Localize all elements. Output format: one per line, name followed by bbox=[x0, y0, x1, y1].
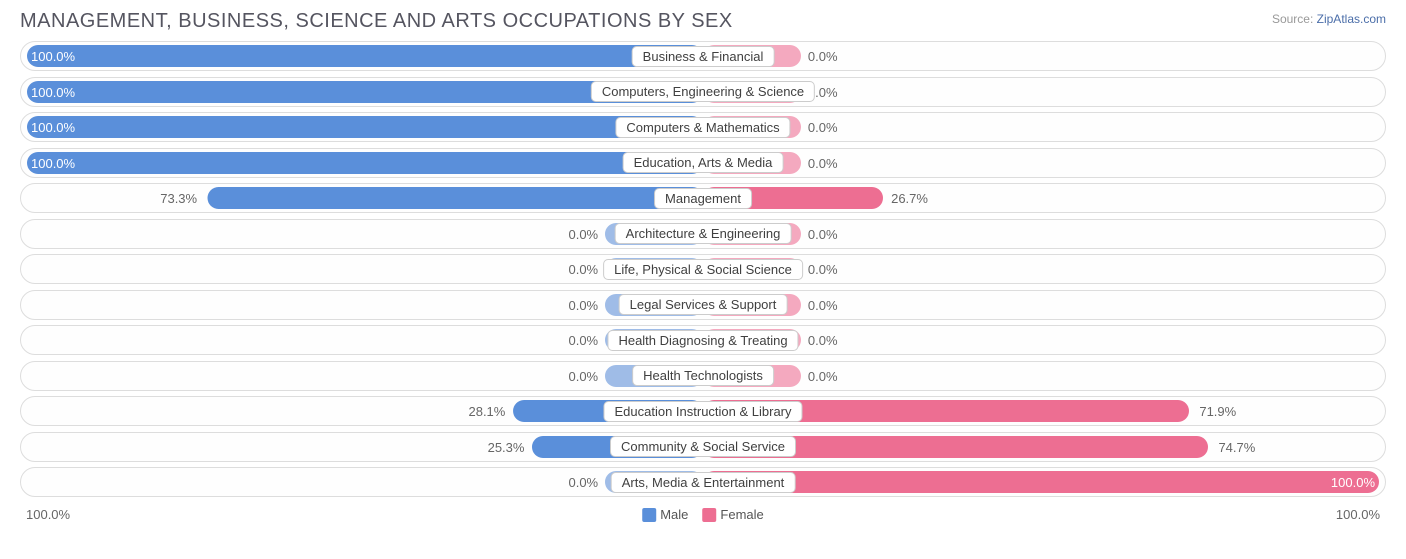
category-label-wrap: Education, Arts & Media bbox=[623, 152, 784, 174]
category-label-wrap: Education Instruction & Library bbox=[603, 400, 802, 422]
male-bar bbox=[27, 152, 703, 174]
data-row: 28.1% 71.9% Education Instruction & Librar… bbox=[20, 396, 1386, 426]
category-label-wrap: Computers & Mathematics bbox=[615, 116, 790, 138]
category-label-wrap: Computers, Engineering & Science bbox=[591, 81, 815, 103]
category-label-wrap: Life, Physical & Social Science bbox=[603, 258, 803, 280]
male-pct-label: 28.1% bbox=[468, 397, 505, 426]
category-label: Education, Arts & Media bbox=[623, 152, 784, 173]
category-label: Health Diagnosing & Treating bbox=[607, 330, 798, 351]
male-bar bbox=[208, 187, 704, 209]
category-label: Business & Financial bbox=[632, 46, 775, 67]
chart-header: MANAGEMENT, BUSINESS, SCIENCE AND ARTS O… bbox=[16, 10, 1390, 41]
source-link[interactable]: ZipAtlas.com bbox=[1317, 12, 1386, 26]
data-row: 73.3% 26.7% Management bbox=[20, 183, 1386, 213]
category-label: Legal Services & Support bbox=[619, 294, 788, 315]
category-label: Life, Physical & Social Science bbox=[603, 259, 803, 280]
male-pct-label: 73.3% bbox=[160, 184, 197, 213]
female-pct-label: 74.7% bbox=[1218, 433, 1255, 462]
legend-item: Male bbox=[642, 507, 688, 523]
male-bar bbox=[27, 45, 703, 67]
female-pct-label: 100.0% bbox=[1331, 468, 1375, 497]
data-row: 0.0% 0.0% Architecture & Engineering bbox=[20, 219, 1386, 249]
category-label-wrap: Business & Financial bbox=[632, 45, 775, 67]
source-prefix: Source: bbox=[1272, 12, 1317, 26]
data-row: 100.0%0.0%Computers, Engineering & Scien… bbox=[20, 77, 1386, 107]
female-pct-label: 26.7% bbox=[891, 184, 928, 213]
female-pct-label: 0.0% bbox=[808, 220, 838, 249]
category-label: Arts, Media & Entertainment bbox=[611, 472, 796, 493]
axis-right-label: 100.0% bbox=[1336, 507, 1380, 522]
female-pct-label: 0.0% bbox=[808, 113, 838, 142]
legend-swatch bbox=[642, 508, 656, 522]
data-row: 100.0% 0.0% Computers & Mathematics bbox=[20, 112, 1386, 142]
male-pct-label: 0.0% bbox=[568, 255, 598, 284]
male-pct-label: 0.0% bbox=[568, 326, 598, 355]
male-pct-label: 0.0% bbox=[568, 468, 598, 497]
male-pct-label: 100.0% bbox=[31, 42, 75, 71]
category-label: Management bbox=[654, 188, 752, 209]
data-row: 100.0% 0.0% Business & Financial bbox=[20, 41, 1386, 71]
data-row: 0.0% 0.0% Legal Services & Support bbox=[20, 290, 1386, 320]
category-label: Architecture & Engineering bbox=[615, 223, 792, 244]
chart-container: MANAGEMENT, BUSINESS, SCIENCE AND ARTS O… bbox=[0, 0, 1406, 559]
female-pct-label: 0.0% bbox=[808, 149, 838, 178]
data-row: 0.0% 100.0% Arts, Media & Entertainment bbox=[20, 467, 1386, 497]
category-label: Health Technologists bbox=[632, 365, 774, 386]
legend-swatch bbox=[702, 508, 716, 522]
female-pct-label: 0.0% bbox=[808, 291, 838, 320]
category-label: Computers & Mathematics bbox=[615, 117, 790, 138]
female-pct-label: 0.0% bbox=[808, 255, 838, 284]
data-row: 0.0% 0.0%Life, Physical & Social Science bbox=[20, 254, 1386, 284]
category-label-wrap: Community & Social Service bbox=[610, 436, 796, 458]
data-row: 0.0% 0.0% Health Technologists bbox=[20, 361, 1386, 391]
female-pct-label: 0.0% bbox=[808, 42, 838, 71]
male-pct-label: 0.0% bbox=[568, 362, 598, 391]
category-label: Community & Social Service bbox=[610, 436, 796, 457]
legend: Male Female bbox=[642, 507, 764, 523]
data-row: 0.0% 0.0% Health Diagnosing & Treating bbox=[20, 325, 1386, 355]
data-row: 100.0% 0.0% Education, Arts & Media bbox=[20, 148, 1386, 178]
category-label-wrap: Architecture & Engineering bbox=[615, 223, 792, 245]
category-label-wrap: Health Diagnosing & Treating bbox=[607, 329, 798, 351]
male-pct-label: 100.0% bbox=[31, 113, 75, 142]
category-label-wrap: Management bbox=[654, 187, 752, 209]
data-row: 25.3% 74.7% Community & Social Service bbox=[20, 432, 1386, 462]
plot-area: 100.0%0.0%Business & Financial100.0%0.0%… bbox=[16, 41, 1390, 497]
male-pct-label: 0.0% bbox=[568, 220, 598, 249]
male-pct-label: 0.0% bbox=[568, 291, 598, 320]
chart-title: MANAGEMENT, BUSINESS, SCIENCE AND ARTS O… bbox=[20, 10, 733, 33]
female-pct-label: 71.9% bbox=[1199, 397, 1236, 426]
chart-source: Source: ZipAtlas.com bbox=[1272, 10, 1386, 26]
axis-row: 100.0% Male Female 100.0% bbox=[16, 503, 1390, 522]
category-label: Education Instruction & Library bbox=[603, 401, 802, 422]
category-label-wrap: Arts, Media & Entertainment bbox=[611, 471, 796, 493]
male-pct-label: 100.0% bbox=[31, 149, 75, 178]
legend-item: Female bbox=[702, 507, 763, 523]
male-pct-label: 100.0% bbox=[31, 78, 75, 107]
category-label-wrap: Legal Services & Support bbox=[619, 294, 788, 316]
female-bar bbox=[703, 471, 1379, 493]
female-pct-label: 0.0% bbox=[808, 362, 838, 391]
category-label: Computers, Engineering & Science bbox=[591, 81, 815, 102]
axis-left-label: 100.0% bbox=[26, 507, 70, 522]
female-pct-label: 0.0% bbox=[808, 326, 838, 355]
male-bar bbox=[27, 116, 703, 138]
male-pct-label: 25.3% bbox=[488, 433, 525, 462]
category-label-wrap: Health Technologists bbox=[632, 365, 774, 387]
